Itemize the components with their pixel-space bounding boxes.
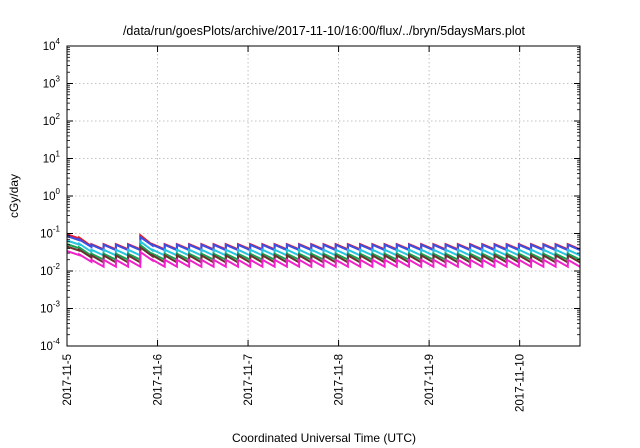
y-tick-label: 10-3: [40, 300, 60, 316]
x-tick-label: 2017-11-7: [243, 354, 255, 406]
series-line-6: [66, 249, 581, 269]
y-tick-label: 103: [43, 75, 61, 91]
x-tick-label: 2017-11-9: [424, 354, 436, 406]
chart-title: /data/run/goesPlots/archive/2017-11-10/1…: [123, 24, 526, 38]
y-tick-label: 100: [43, 187, 61, 203]
y-tick-label: 10-2: [40, 262, 60, 278]
y-axis-label: cGy/day: [7, 174, 21, 218]
grid: [67, 46, 580, 346]
x-tick-label: 2017-11-8: [334, 354, 346, 406]
y-tick-label: 102: [43, 112, 61, 128]
x-tick-label: 2017-11-10: [515, 354, 527, 412]
y-tick-label: 101: [43, 150, 61, 166]
x-tick-label: 2017-11-6: [153, 354, 165, 406]
x-axis: 2017-11-5 2017-11-6 2017-11-7 2017-11-8 2017…: [62, 46, 527, 412]
y-tick-label: 10-1: [40, 225, 60, 241]
y-tick-label: 104: [43, 37, 61, 53]
y-tick-label: 10-4: [40, 337, 60, 353]
x-tick-label: 2017-11-5: [62, 354, 74, 406]
series-group: [66, 233, 581, 269]
x-axis-label: Coordinated Universal Time (UTC): [232, 431, 416, 445]
y-axis: 104 103 102 101 100 10-1 10-2 10-3 10-4: [40, 37, 580, 353]
